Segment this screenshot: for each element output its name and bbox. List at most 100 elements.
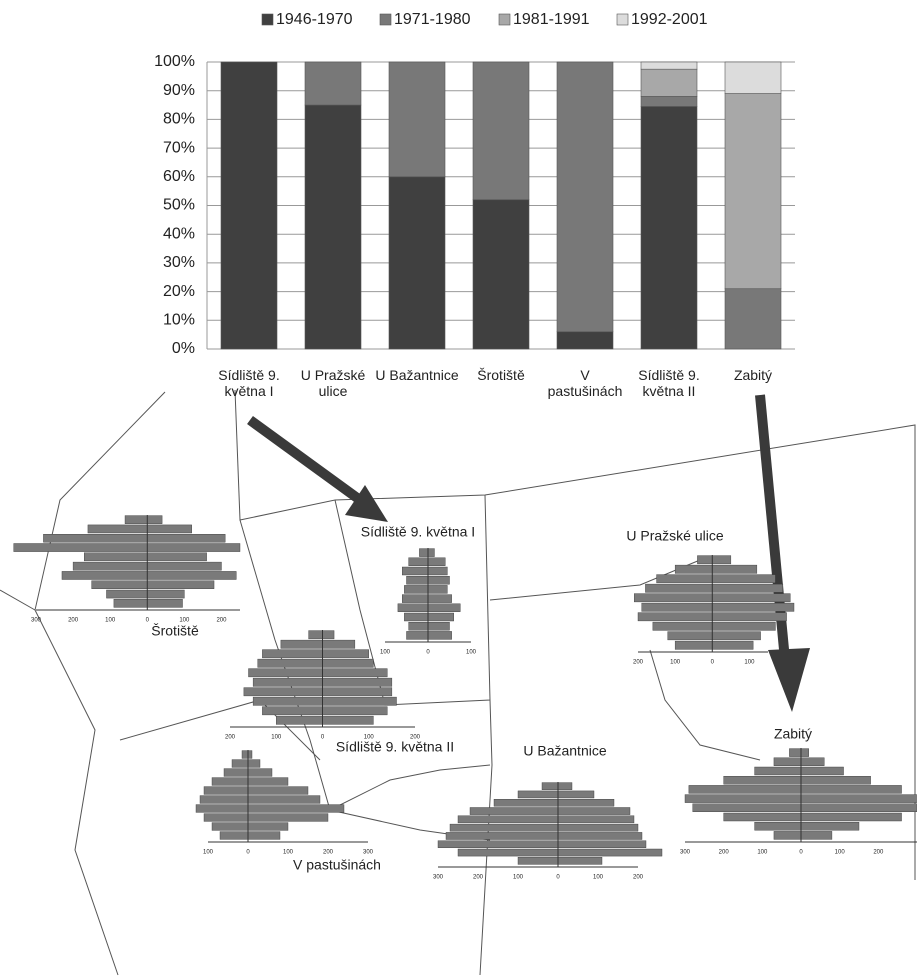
pyramid-bar — [322, 630, 335, 640]
pyramid-bar — [406, 576, 429, 585]
pyramid-bar — [262, 706, 323, 716]
bar-segment — [724, 61, 782, 94]
legend-swatch — [498, 13, 511, 26]
pyramid-bar — [406, 631, 429, 640]
pyramid-bar — [276, 715, 323, 725]
pyramid-bar — [800, 757, 825, 766]
pyramid-bar — [427, 557, 446, 566]
pyramid-bar — [688, 785, 802, 794]
pyramid-bar — [247, 777, 289, 786]
bar-segment — [640, 106, 698, 350]
bar-segment — [304, 61, 362, 106]
x-tick-label: 0 — [556, 875, 560, 881]
x-tick-label: 100 — [513, 875, 524, 881]
pyramid-bar — [800, 776, 871, 785]
pyramid-bar — [557, 782, 573, 790]
x-tick-label: 0 — [246, 850, 250, 856]
pyramid-bar — [800, 812, 902, 822]
x-tick-label: 200 — [633, 875, 644, 881]
pyramid-bar — [252, 677, 323, 687]
pyramid-bar — [124, 515, 148, 524]
x-tick-label: 0 — [426, 650, 430, 656]
pyramid-bar — [449, 823, 559, 832]
pyramid-bar — [557, 815, 635, 824]
pyramid-bar — [322, 706, 388, 716]
legend-swatch — [261, 13, 274, 26]
pyramid-bar — [322, 639, 356, 649]
x-tick-label: 200 — [473, 875, 484, 881]
pyramid-bar — [322, 687, 393, 697]
pyramid-bar — [248, 668, 323, 678]
pyramid-bar — [322, 668, 388, 678]
pyramid-bar — [800, 785, 902, 794]
pyramid-bar — [637, 612, 713, 622]
area-label: Sídliště 9. května II — [336, 739, 454, 755]
pyramid-bar — [641, 602, 713, 612]
pyramid-bar — [684, 794, 802, 803]
pyramid-bar — [469, 807, 559, 815]
area-label: V pastušinách — [293, 857, 381, 873]
pyramid-bar — [517, 790, 559, 799]
pyramid-bar — [247, 813, 329, 822]
y-tick-label: 30% — [163, 254, 195, 271]
x-tick-label: 100 — [744, 660, 755, 666]
pyramid-bar — [247, 795, 321, 804]
bar-segment — [388, 176, 446, 350]
pyramid-bar — [493, 799, 559, 807]
pyramid-bar — [211, 822, 249, 831]
x-tick-label: 100 — [835, 850, 846, 856]
area-label: Zabitý — [774, 726, 812, 742]
pyramid-bar — [800, 794, 917, 803]
pyramid-bar — [427, 548, 435, 557]
pyramid-bar — [557, 790, 595, 799]
pyramid-bar — [517, 857, 559, 865]
pyramid-bar — [427, 603, 461, 612]
pyramid-bar — [427, 612, 454, 622]
x-tick-label: 0 — [711, 660, 715, 666]
pyramid-bar — [427, 631, 452, 640]
boundary — [479, 699, 493, 976]
pyramid-bar — [402, 566, 429, 576]
pyramid-bar — [800, 831, 833, 840]
pyramid-bar — [147, 552, 207, 562]
y-tick-label: 70% — [163, 139, 195, 156]
pyramid-bar — [789, 748, 802, 757]
pyramid-bar — [557, 848, 663, 857]
x-tick-label: 300 — [680, 850, 691, 856]
pyramid-bar — [712, 574, 776, 584]
x-tick-label: Zabitý — [733, 367, 773, 383]
pyramid-bar — [322, 658, 374, 668]
pyramid-bar — [712, 593, 791, 603]
pyramid-bar — [754, 822, 802, 831]
x-tick-label: 200 — [873, 850, 884, 856]
pyramid-bar — [243, 687, 323, 697]
pyramid-bar — [113, 599, 148, 608]
pyramid-bar — [211, 777, 249, 786]
pyramid-bar — [712, 583, 784, 593]
x-tick-label: 100 — [380, 650, 391, 656]
pyramid-bar — [252, 696, 323, 706]
legend-label: 1971-1980 — [394, 11, 471, 28]
pyramid-bar — [634, 593, 713, 603]
bar-segment — [220, 61, 278, 350]
pyramid-bar — [84, 552, 148, 562]
pyramid-bar — [195, 804, 249, 813]
pyramid-bar — [667, 631, 713, 641]
x-tick-label: 200 — [225, 735, 236, 741]
pyramid-bar — [247, 786, 309, 795]
pyramid-bar — [322, 677, 393, 687]
pyramid-bar — [147, 543, 241, 552]
pyramid-bar — [397, 603, 429, 612]
pyramid-bar — [147, 561, 222, 571]
x-tick-label: 0 — [146, 618, 150, 624]
map-boundaries — [0, 389, 916, 976]
x-tick-label: 300 — [363, 850, 374, 856]
x-tick-label: 100 — [466, 650, 477, 656]
x-tick-label: Sídliště 9. května I — [218, 367, 280, 399]
pyramid-bar — [87, 524, 148, 534]
x-tick-label: 100 — [179, 618, 190, 624]
pyramid-bar — [231, 759, 249, 768]
pyramid-bar — [645, 583, 713, 593]
pyramid-bar — [457, 815, 559, 824]
x-tick-label: 100 — [105, 618, 116, 624]
